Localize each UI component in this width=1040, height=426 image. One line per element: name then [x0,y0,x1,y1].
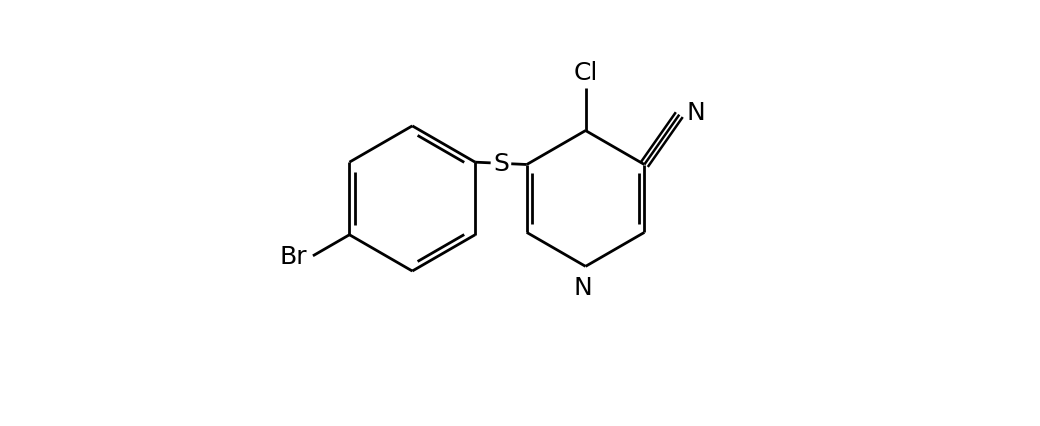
Text: S: S [493,152,509,176]
Text: Cl: Cl [573,60,598,84]
Text: Br: Br [280,244,308,268]
Text: N: N [686,101,705,125]
Text: N: N [574,275,593,299]
